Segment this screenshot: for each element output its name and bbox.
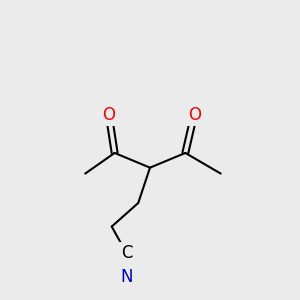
Text: C: C <box>121 244 132 262</box>
Text: O: O <box>188 106 201 124</box>
Text: O: O <box>102 106 115 124</box>
Text: N: N <box>120 268 133 286</box>
